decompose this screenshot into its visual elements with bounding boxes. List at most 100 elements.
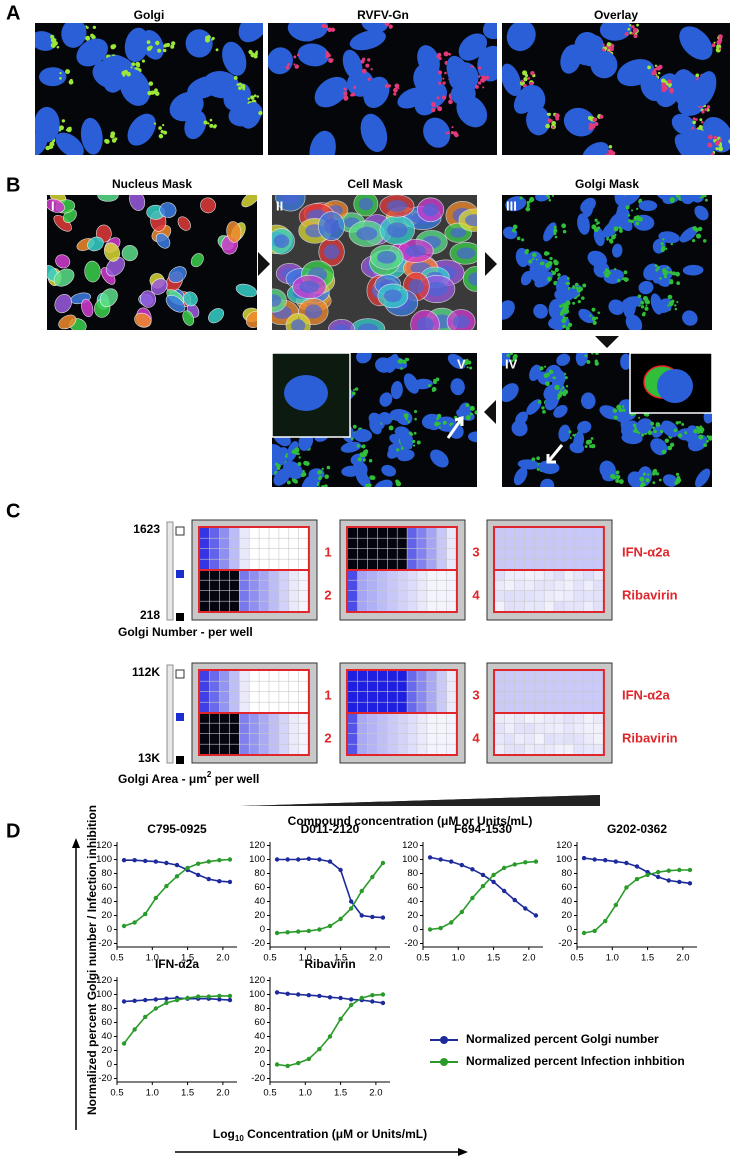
golgi-dot (49, 141, 55, 147)
golgi-dot (146, 46, 152, 52)
golgi-dot (716, 394, 720, 398)
well (387, 591, 397, 601)
well (259, 559, 269, 570)
golgi-dot (713, 135, 717, 140)
golgi-dot (698, 434, 704, 440)
well (279, 580, 289, 591)
nucleus (378, 412, 393, 425)
nucleus (333, 324, 350, 330)
nucleus (274, 447, 290, 466)
well (357, 528, 368, 538)
golgi-dot (547, 196, 551, 199)
golgi-dot (321, 467, 324, 470)
golgi-dot (122, 74, 126, 77)
golgi-dot (467, 360, 472, 365)
golgi-dot (541, 406, 545, 410)
well (554, 538, 564, 549)
well (564, 570, 574, 580)
golgi-dot (212, 125, 217, 129)
golgi-dot (405, 357, 410, 362)
well (200, 713, 210, 723)
data-point (121, 923, 127, 929)
y-tick-label: 80 (101, 1003, 112, 1014)
nucleus (353, 429, 373, 443)
golgi-dot (641, 312, 646, 317)
golgi-dot (602, 48, 606, 52)
nucleus (673, 72, 702, 109)
well (437, 538, 447, 549)
golgi-dot (331, 28, 335, 32)
well (387, 671, 397, 681)
well (397, 549, 407, 559)
well (269, 734, 279, 744)
well (544, 744, 554, 755)
well (524, 681, 534, 692)
golgi-dot (718, 138, 723, 142)
well (447, 692, 457, 702)
well (554, 734, 564, 744)
well (504, 580, 515, 591)
well (514, 528, 525, 538)
well (594, 601, 604, 612)
golgi-dot (640, 433, 645, 437)
golgi-dot (568, 430, 572, 434)
well (387, 744, 397, 755)
x-tick-label: 0.5 (416, 953, 429, 964)
golgi-dot (454, 415, 458, 419)
nucleus (423, 117, 451, 148)
golgi-dot (384, 83, 389, 88)
well (447, 734, 457, 744)
well (259, 570, 269, 580)
data-point (592, 857, 597, 862)
golgi-dot (466, 366, 469, 369)
golgi-dot (438, 426, 441, 429)
well (544, 723, 554, 734)
image-title: RVFV-Gn (357, 8, 409, 22)
golgi-dot (562, 229, 567, 234)
golgi-dot (655, 268, 659, 272)
well (594, 692, 604, 702)
golgi-dot (414, 417, 417, 421)
well (564, 702, 574, 713)
well (289, 559, 299, 570)
nucleus-mask (54, 294, 72, 314)
golgi-dot (553, 231, 557, 236)
golgi-dot (388, 24, 393, 29)
golgi-dot (660, 242, 664, 246)
caption-rest: per well (211, 772, 259, 786)
golgi-dot (661, 86, 667, 93)
well (437, 671, 447, 681)
well (239, 713, 249, 723)
golgi-dot (360, 59, 365, 64)
well (417, 601, 427, 612)
well (407, 601, 417, 612)
well (259, 538, 269, 549)
well (564, 580, 574, 591)
nucleus-mask (155, 232, 171, 249)
golgi-dot (130, 66, 133, 69)
nucleus (680, 195, 695, 205)
well (367, 549, 378, 559)
golgi-dot (59, 76, 62, 80)
golgi-dot (318, 486, 321, 487)
x-tick-label: 0.5 (570, 953, 583, 964)
well (397, 538, 407, 549)
well (544, 591, 554, 601)
golgi-dot (713, 373, 718, 378)
data-point (512, 897, 517, 903)
y-tick-label: 20 (407, 910, 418, 921)
well (495, 549, 505, 559)
golgi-dot (548, 198, 552, 202)
golgi-dot (548, 192, 550, 194)
golgi-dot (548, 369, 554, 375)
golgi-dot (443, 51, 449, 57)
well (397, 713, 407, 723)
well (495, 591, 505, 601)
golgi-dot (454, 132, 459, 138)
well (427, 528, 437, 538)
golgi-dot (566, 277, 570, 280)
nucleus (661, 420, 679, 438)
plate-number: 3 (472, 687, 479, 702)
y-tick-label: 20 (254, 910, 265, 921)
data-point (296, 992, 301, 997)
